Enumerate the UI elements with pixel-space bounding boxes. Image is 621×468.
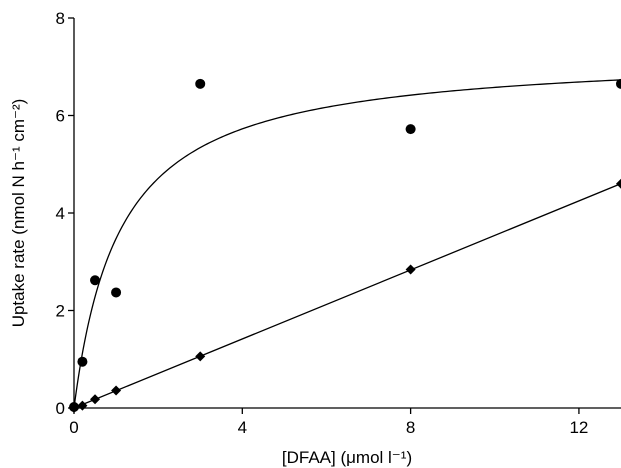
diamond-data-point [90, 394, 101, 405]
y-tick-label: 8 [56, 9, 65, 28]
circle-data-point [616, 78, 621, 89]
diamond-data-point [77, 400, 88, 411]
diamond-data-point [405, 264, 416, 275]
x-ticks: 0 4 8 12 [69, 408, 588, 437]
x-tick-label: 8 [406, 418, 415, 437]
x-axis-title: [DFAA] (μmol l⁻¹) [282, 448, 412, 467]
y-tick-label: 0 [56, 399, 65, 418]
y-axis-title: Uptake rate (nmol N h⁻¹ cm⁻²) [9, 99, 28, 328]
circle-data-point [77, 356, 88, 367]
diamond-data-point [111, 385, 122, 396]
circle-data-point [90, 275, 101, 286]
michaelis-menten-fit-curve [73, 79, 621, 409]
x-tick-label: 12 [569, 418, 588, 437]
circle-data-point [111, 287, 122, 298]
x-tick-label: 0 [69, 418, 78, 437]
x-tick-label: 4 [238, 418, 247, 437]
y-ticks: 0 2 4 6 8 [56, 9, 74, 418]
diamond-data-point [616, 178, 621, 189]
y-tick-label: 2 [56, 302, 65, 321]
diamond-data-point [69, 403, 79, 413]
circle-data-point [405, 124, 416, 135]
circle-data-point [195, 78, 206, 89]
data-points [69, 78, 621, 413]
linear-fit-line [73, 183, 621, 409]
y-tick-label: 4 [56, 204, 65, 223]
fit-lines [73, 79, 621, 409]
diamond-data-point [195, 351, 206, 362]
plot-area: 0 2 4 6 8 0 4 8 12 [56, 9, 621, 437]
y-tick-label: 6 [56, 107, 65, 126]
